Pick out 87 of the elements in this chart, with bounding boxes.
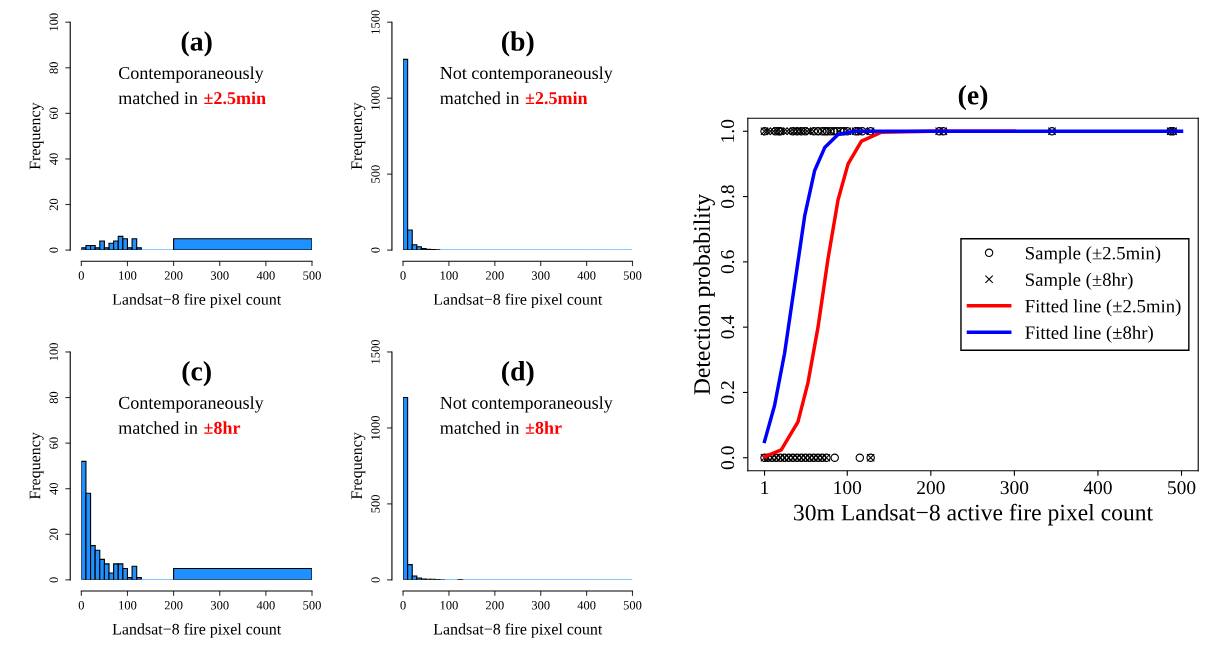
y-axis-title: Detection probability <box>693 193 715 395</box>
x-tick-label: 200 <box>917 481 945 495</box>
x-tick-label: 500 <box>303 271 321 280</box>
x-tick-label: 300 <box>210 271 229 280</box>
x-tick-label: 400 <box>256 601 275 610</box>
y-tick-label: 40 <box>49 482 58 495</box>
y-axis-title: Frequency <box>351 432 366 500</box>
y-axis-title: Frequency <box>29 102 44 170</box>
y-tick-label: 1000 <box>371 86 380 110</box>
annotation: matched in <box>440 421 520 434</box>
y-tick-label: 0.0 <box>721 446 735 470</box>
y-tick-label: 1500 <box>371 10 380 34</box>
y-tick-label: 500 <box>371 165 380 183</box>
x-tick-label: 100 <box>834 481 862 495</box>
y-tick-label: 0 <box>371 577 380 583</box>
x-tick-label: 300 <box>1000 481 1029 495</box>
x-tick-label: 1 <box>761 481 769 495</box>
annotation: ±2.5min <box>525 91 588 105</box>
x-tick-label: 500 <box>623 271 642 280</box>
y-tick-label: 0 <box>49 577 58 583</box>
x-axis-title: Landsat−8 fire pixel count <box>112 623 282 638</box>
x-axis-title: Landsat−8 fire pixel count <box>112 293 282 309</box>
y-tick-label: 60 <box>49 437 58 449</box>
y-tick-label: 1.0 <box>721 119 735 142</box>
x-tick-label: 400 <box>577 271 596 280</box>
annotation: ±8hr <box>525 421 562 434</box>
y-axis-title: Frequency <box>29 432 44 500</box>
x-tick-label: 0 <box>400 271 406 280</box>
y-tick-label: 1500 <box>371 339 380 364</box>
y-tick-label: 80 <box>49 391 58 404</box>
legend-label: Fitted line (±2.5min) <box>1025 299 1181 317</box>
annotation: Contemporaneously <box>118 396 264 413</box>
y-tick-label: 0 <box>49 247 58 253</box>
chart-title: (d) <box>502 361 534 387</box>
x-tick-label: 300 <box>531 601 550 610</box>
annotation: matched in <box>118 91 198 105</box>
y-tick-label: 100 <box>49 13 58 31</box>
y-tick-label: 20 <box>49 198 58 211</box>
y-tick-label: 0.6 <box>721 250 735 274</box>
y-tick-label: 0 <box>371 247 380 253</box>
legend-label: Sample (±2.5min) <box>1025 246 1161 264</box>
x-tick-label: 0 <box>400 601 406 610</box>
x-axis-title: 30m Landsat−8 active fire pixel count <box>794 503 1153 526</box>
x-tick-label: 200 <box>486 271 504 280</box>
x-tick-label: 100 <box>119 271 137 280</box>
y-tick-label: 20 <box>49 528 58 540</box>
x-tick-label: 300 <box>210 601 229 610</box>
annotation: matched in <box>118 421 198 434</box>
y-tick-label: 100 <box>49 343 58 361</box>
annotation: matched in <box>440 91 520 105</box>
x-tick-label: 0 <box>78 271 84 280</box>
x-axis-title: Landsat−8 fire pixel count <box>433 623 603 638</box>
chart-title: (e) <box>958 85 988 111</box>
chart-title: (b) <box>502 31 534 57</box>
y-tick-label: 0.2 <box>721 381 735 404</box>
annotation: ±8hr <box>204 421 241 434</box>
legend-label: Sample (±8hr) <box>1025 272 1133 290</box>
x-tick-label: 100 <box>119 601 137 610</box>
y-tick-label: 40 <box>49 153 58 165</box>
x-tick-label: 200 <box>164 601 183 610</box>
x-tick-label: 0 <box>78 601 84 610</box>
y-tick-label: 60 <box>49 107 58 120</box>
x-tick-label: 200 <box>164 271 183 280</box>
annotation: Not contemporaneously <box>440 66 613 83</box>
x-axis-title: Landsat−8 fire pixel count <box>433 293 603 309</box>
x-tick-label: 500 <box>623 601 642 610</box>
annotation: Not contemporaneously <box>440 396 613 413</box>
y-tick-label: 500 <box>371 495 380 513</box>
x-tick-label: 500 <box>1168 481 1196 495</box>
y-tick-label: 0.4 <box>721 315 735 339</box>
y-tick-label: 0.8 <box>721 185 735 208</box>
chart-title: (a) <box>181 31 212 57</box>
x-tick-label: 100 <box>440 601 458 610</box>
y-axis-title: Frequency <box>351 102 366 170</box>
y-tick-label: 1000 <box>371 415 380 440</box>
chart-title: (c) <box>182 361 211 387</box>
x-tick-label: 400 <box>1083 481 1112 495</box>
legend-label: Fitted line (±8hr) <box>1025 325 1153 343</box>
x-tick-label: 500 <box>303 601 321 610</box>
annotation: Contemporaneously <box>118 66 264 83</box>
y-tick-label: 80 <box>49 62 58 74</box>
annotation: ±2.5min <box>204 91 266 105</box>
x-tick-label: 400 <box>256 271 275 280</box>
x-tick-label: 400 <box>577 601 596 610</box>
x-tick-label: 200 <box>486 601 504 610</box>
x-tick-label: 100 <box>440 271 458 280</box>
x-tick-label: 300 <box>531 271 550 280</box>
